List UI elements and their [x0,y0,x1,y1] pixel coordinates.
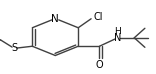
Text: N: N [114,33,121,43]
Text: H: H [114,27,121,36]
Text: S: S [11,43,17,53]
Text: N: N [51,13,59,24]
Text: O: O [96,60,103,70]
Text: Cl: Cl [93,12,103,22]
